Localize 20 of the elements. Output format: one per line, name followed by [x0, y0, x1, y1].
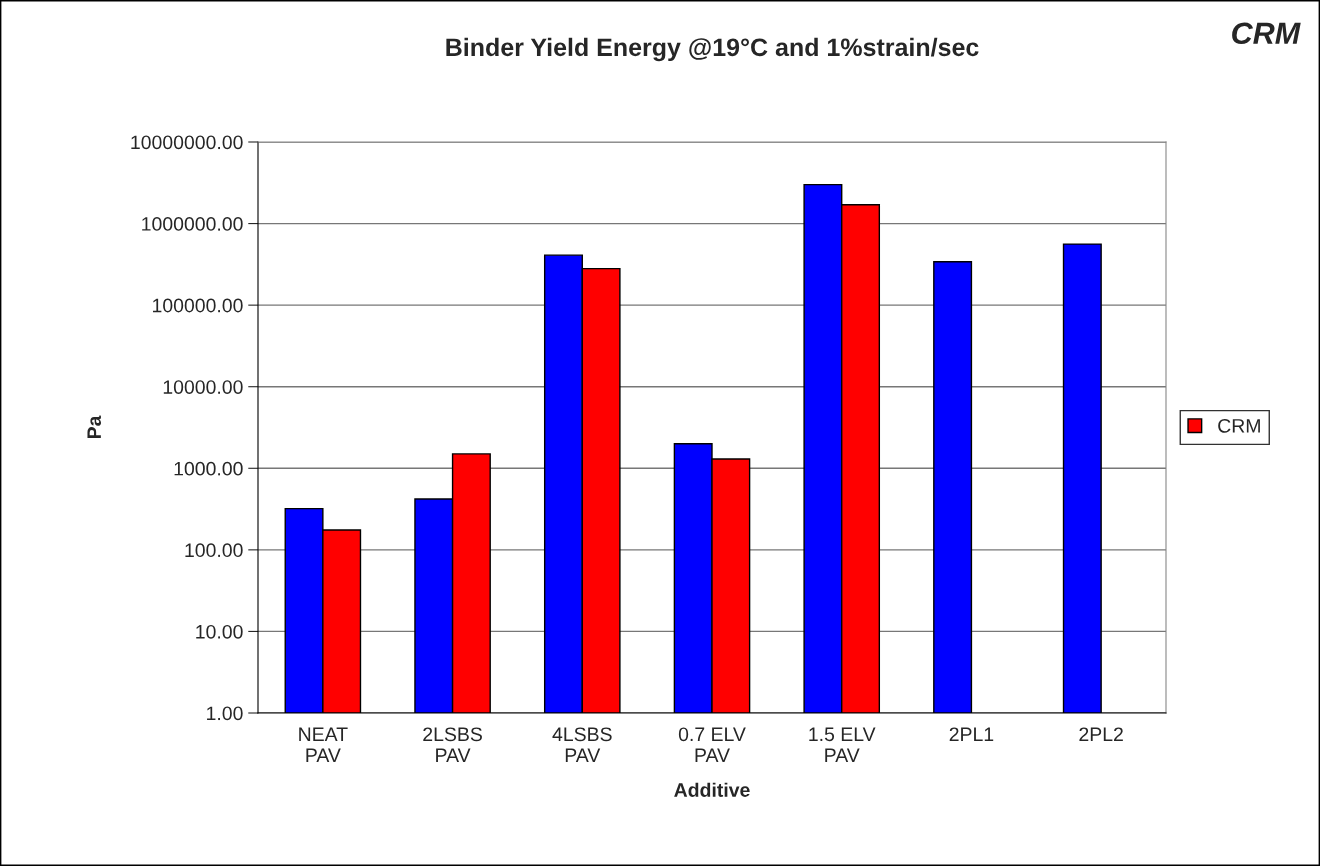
y-tick-label: 100.00 — [185, 543, 243, 558]
x-tick-label: 2PL2 — [1079, 727, 1123, 741]
text: CRM — [1232, 22, 1301, 45]
x-tick-label: 2PL1 — [949, 727, 994, 741]
legend-label: CRM — [1218, 418, 1260, 433]
y-tick-label: 10000000.00 — [131, 135, 243, 150]
x-tick-label: NEAT PAV — [299, 727, 348, 762]
x-tick-label: 0.7 ELV PAV — [678, 727, 746, 762]
chart-title: Binder Yield Energy @19°C and 1%strain/sec — [446, 37, 979, 62]
y-tick-label: 10.00 — [196, 624, 243, 639]
y-tick-label: 10000.00 — [163, 380, 243, 394]
x-tick-label: 4LSBS PAV — [552, 727, 612, 762]
y-tick-label: 100000.00 — [152, 298, 243, 313]
x-tick-label: 1.5 ELV PAV — [809, 727, 876, 762]
y-tick-label: 1000.00 — [174, 461, 243, 476]
y-tick-label: 1.00 — [207, 706, 243, 721]
y-tick-label: 1000000.00 — [142, 217, 243, 231]
x-tick-label: 2LSBS PAV — [423, 727, 482, 762]
x-axis-title: Additive — [674, 782, 750, 797]
y-axis-title: Pa — [87, 415, 102, 439]
